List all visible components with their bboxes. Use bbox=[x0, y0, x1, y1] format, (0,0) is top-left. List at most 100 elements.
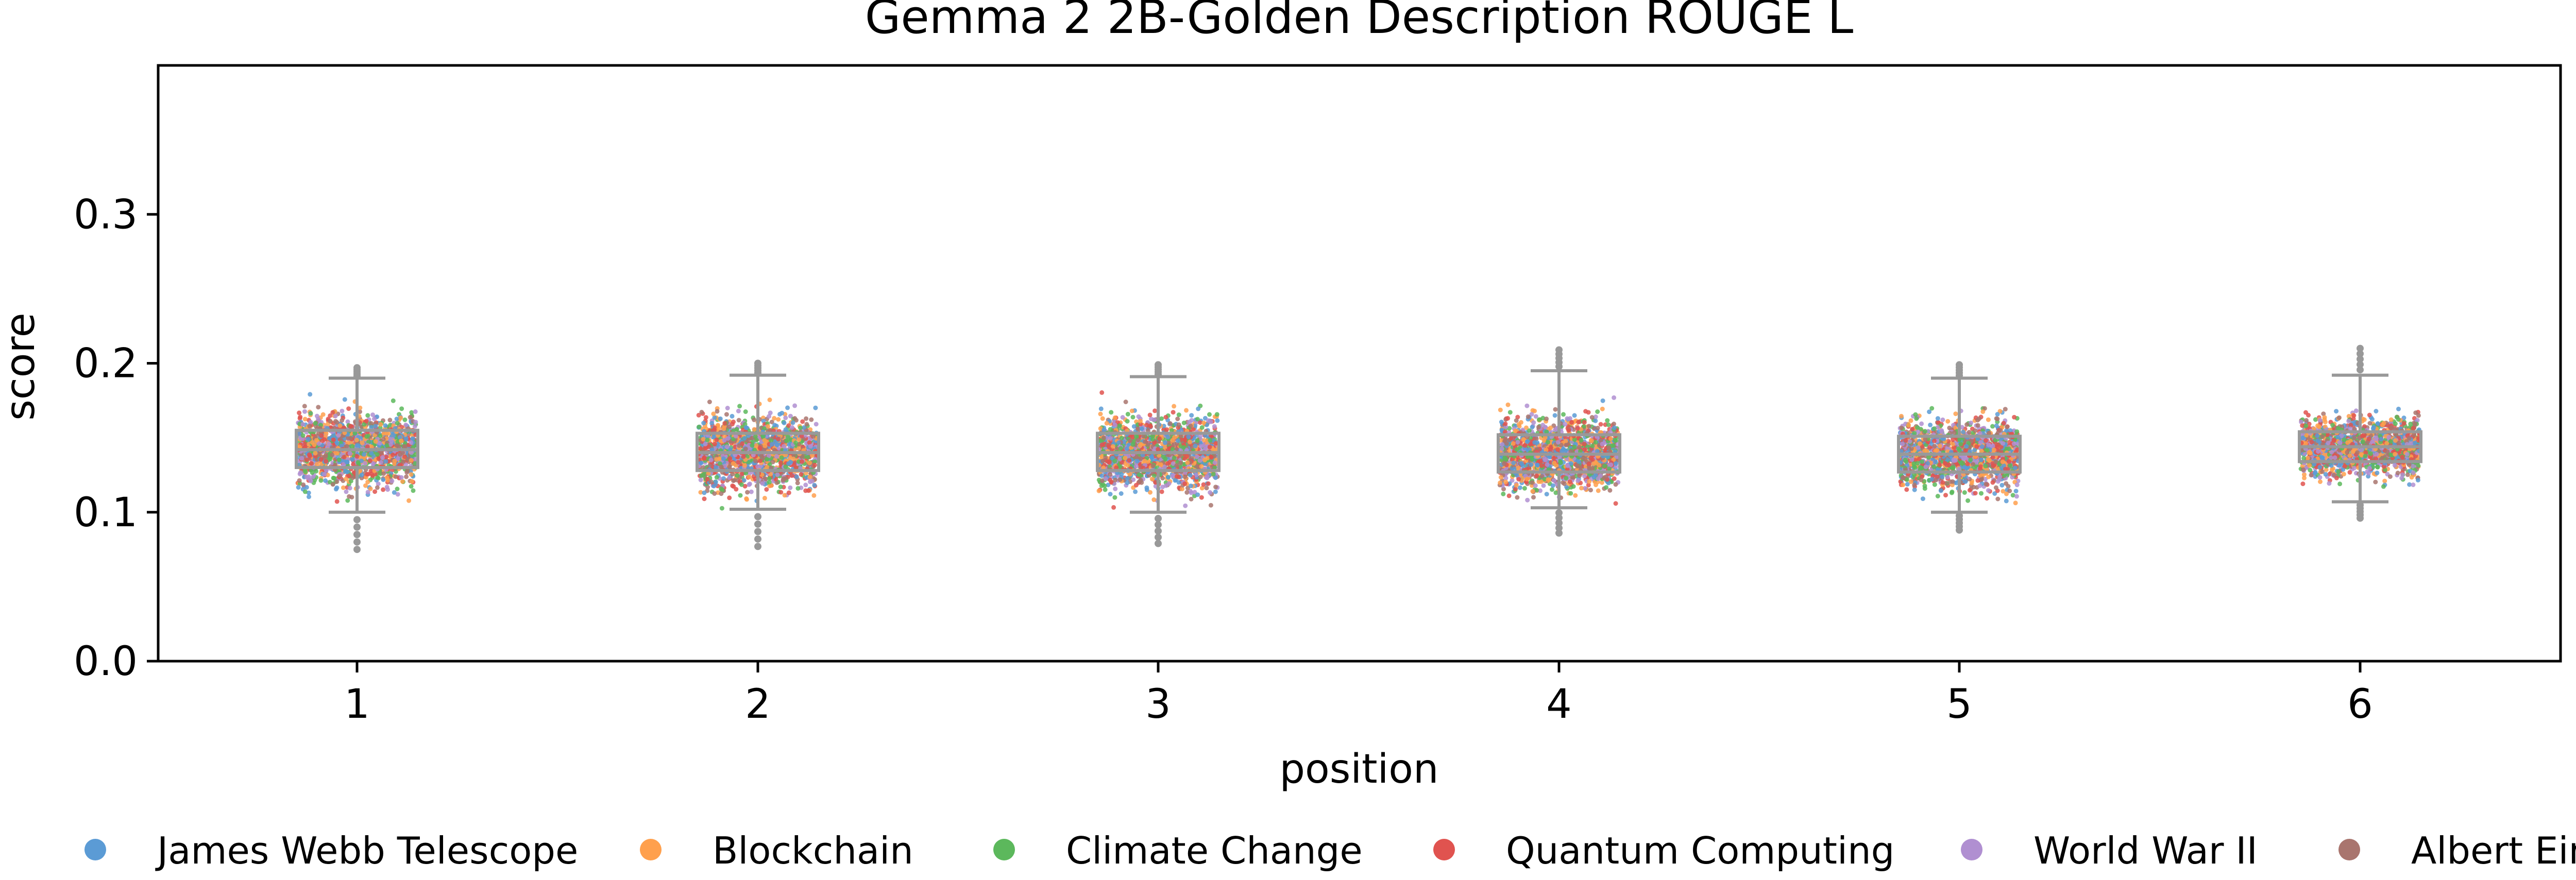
strip-point bbox=[304, 457, 310, 462]
strip-point bbox=[384, 443, 389, 448]
strip-point bbox=[1505, 402, 1511, 407]
strip-point bbox=[302, 409, 307, 414]
strip-point bbox=[762, 495, 767, 501]
strip-point bbox=[337, 423, 343, 428]
strip-point bbox=[767, 414, 772, 419]
strip-point bbox=[302, 404, 307, 409]
strip-point bbox=[776, 417, 781, 422]
strip-point bbox=[788, 485, 793, 490]
strip-point bbox=[799, 459, 804, 464]
strip-point bbox=[740, 441, 745, 446]
strip-point bbox=[392, 490, 397, 495]
strip-point bbox=[725, 406, 730, 410]
strip-point bbox=[1182, 474, 1188, 479]
strip-point bbox=[790, 420, 795, 425]
strip-point bbox=[703, 415, 708, 420]
strip-point bbox=[712, 441, 717, 446]
strip-point bbox=[403, 437, 409, 441]
strip-point bbox=[324, 459, 329, 464]
strip-point bbox=[308, 420, 313, 425]
strip-point bbox=[316, 441, 321, 446]
strip-point bbox=[1211, 472, 1216, 477]
strip-point bbox=[1176, 480, 1181, 485]
strip-point bbox=[300, 422, 306, 427]
strip-point bbox=[743, 425, 749, 430]
strip-point bbox=[1208, 438, 1213, 443]
strip-point bbox=[334, 479, 340, 484]
strip-point bbox=[714, 475, 719, 480]
strip-point bbox=[765, 457, 769, 462]
strip-point bbox=[351, 462, 356, 467]
strip-point bbox=[1207, 444, 1212, 450]
strip-point bbox=[760, 481, 765, 486]
strip-point bbox=[783, 416, 788, 420]
strip-point bbox=[719, 491, 724, 496]
strip-point bbox=[792, 403, 798, 408]
strip-point bbox=[743, 446, 748, 452]
strip-point bbox=[711, 484, 716, 489]
strip-point bbox=[1117, 456, 1123, 461]
strip-point bbox=[365, 413, 370, 418]
strip-point bbox=[1104, 421, 1109, 426]
strip-point bbox=[328, 419, 333, 424]
strip-point bbox=[368, 469, 374, 474]
strip-point bbox=[310, 470, 315, 475]
strip-point bbox=[348, 478, 353, 484]
strip-point bbox=[359, 472, 364, 477]
strip-point bbox=[1150, 463, 1156, 469]
strip-point bbox=[381, 477, 386, 482]
strip-point bbox=[1099, 390, 1105, 395]
strip-point bbox=[314, 469, 319, 474]
strip-point bbox=[413, 409, 418, 414]
strip-point bbox=[1106, 459, 1111, 464]
strip-point bbox=[811, 434, 816, 439]
strip-point bbox=[1149, 476, 1155, 481]
strip-point bbox=[730, 413, 735, 419]
strip-point bbox=[698, 446, 703, 451]
strip-point bbox=[1165, 435, 1171, 440]
strip-point bbox=[413, 420, 418, 425]
strip-point bbox=[1125, 476, 1130, 481]
strip-point bbox=[343, 469, 348, 474]
strip-point bbox=[798, 425, 803, 430]
strip-point bbox=[1137, 472, 1142, 477]
strip-point bbox=[725, 436, 731, 441]
strip-point bbox=[323, 453, 328, 458]
strip-point bbox=[744, 497, 749, 502]
strip-point bbox=[1212, 424, 1217, 429]
strip-point bbox=[381, 437, 386, 442]
strip-point bbox=[1129, 408, 1134, 413]
strip-point bbox=[332, 476, 337, 481]
strip-point bbox=[741, 454, 746, 459]
strip-point bbox=[362, 452, 367, 457]
strip-point bbox=[1201, 482, 1206, 487]
strip-point bbox=[708, 479, 714, 484]
strip-point bbox=[336, 433, 341, 438]
strip-point bbox=[308, 454, 313, 458]
strip-point bbox=[1101, 435, 1106, 440]
strip-point bbox=[1184, 490, 1190, 495]
strip-point bbox=[395, 487, 400, 491]
strip-point bbox=[746, 438, 751, 443]
strip-point bbox=[764, 487, 769, 492]
strip-point bbox=[1170, 438, 1175, 443]
strip-point bbox=[712, 491, 717, 496]
strip-point bbox=[698, 477, 703, 482]
strip-point bbox=[378, 434, 383, 439]
strip-point bbox=[731, 461, 736, 466]
strip-point bbox=[350, 457, 355, 462]
strip-point bbox=[314, 462, 319, 467]
strip-point bbox=[308, 478, 313, 484]
strip-point bbox=[784, 438, 789, 443]
strip-point bbox=[1195, 492, 1200, 497]
strip-point bbox=[411, 488, 416, 493]
strip-point bbox=[1138, 443, 1143, 448]
strip-point bbox=[376, 456, 381, 461]
strip-point bbox=[714, 457, 719, 462]
strip-point bbox=[368, 486, 373, 491]
strip-point bbox=[344, 489, 349, 494]
strip-point bbox=[714, 437, 719, 442]
strip-point bbox=[354, 443, 360, 448]
strip-point bbox=[776, 437, 781, 442]
strip-point bbox=[1600, 406, 1605, 411]
